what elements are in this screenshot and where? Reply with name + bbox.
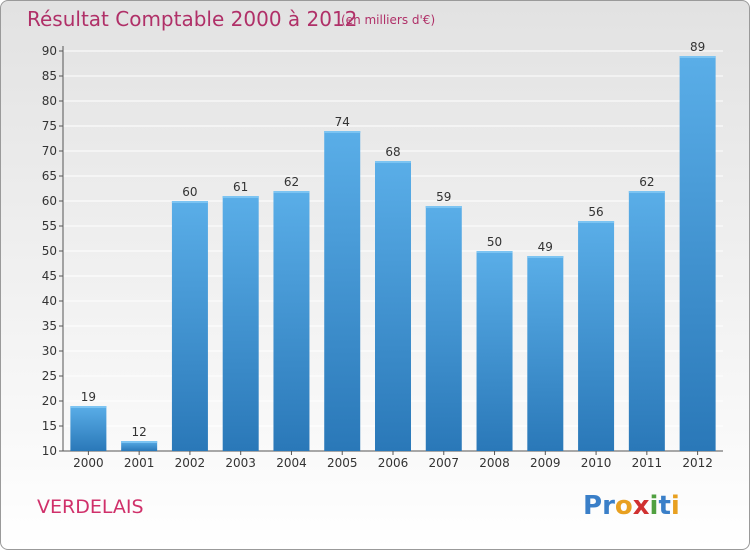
bar-top-edge xyxy=(476,251,513,253)
proxiti-logo: Proxiti xyxy=(583,491,680,521)
bar-2003 xyxy=(222,196,259,451)
logo-letter: P xyxy=(583,491,603,521)
y-tick-label: 90 xyxy=(42,44,57,58)
x-tick-label-2001: 2001 xyxy=(124,456,155,470)
data-label-2009: 49 xyxy=(538,240,553,254)
bar-2002 xyxy=(171,201,208,451)
bar-2009 xyxy=(527,256,564,451)
data-label-2001: 12 xyxy=(132,425,147,439)
y-tick-label: 20 xyxy=(42,394,57,408)
bar-top-edge xyxy=(171,201,208,203)
x-tick-label-2012: 2012 xyxy=(682,456,713,470)
y-tick-label: 60 xyxy=(42,194,57,208)
data-label-2002: 60 xyxy=(182,185,197,199)
y-tick-label: 75 xyxy=(42,119,57,133)
y-tick-label: 25 xyxy=(42,369,57,383)
y-tick-label: 30 xyxy=(42,344,57,358)
chart-title: Résultat Comptable 2000 à 2012 xyxy=(27,7,358,31)
data-label-2007: 59 xyxy=(436,190,451,204)
logo-letter: r xyxy=(602,491,615,521)
x-tick-label-2008: 2008 xyxy=(479,456,510,470)
bar-2005 xyxy=(324,131,361,451)
x-tick-label-2002: 2002 xyxy=(175,456,206,470)
data-label-2000: 19 xyxy=(81,390,96,404)
y-tick-label: 45 xyxy=(42,269,57,283)
bar-2012 xyxy=(679,56,716,451)
bar-2004 xyxy=(273,191,310,451)
bar-top-edge xyxy=(222,196,259,198)
data-label-2006: 68 xyxy=(385,145,400,159)
bar-2000 xyxy=(70,406,107,451)
logo-letter: o xyxy=(614,491,633,521)
y-tick-label: 15 xyxy=(42,419,57,433)
data-label-2004: 62 xyxy=(284,175,299,189)
data-label-2008: 50 xyxy=(487,235,502,249)
bar-top-edge xyxy=(527,256,564,258)
bar-top-edge xyxy=(121,441,158,443)
bar-top-edge xyxy=(273,191,310,193)
bar-top-edge xyxy=(70,406,107,408)
bar-top-edge xyxy=(679,56,716,58)
bar-2006 xyxy=(375,161,411,451)
logo-letter: i xyxy=(649,491,659,521)
y-tick-label: 10 xyxy=(42,444,57,458)
x-tick-label-2003: 2003 xyxy=(225,456,256,470)
x-tick-label-2006: 2006 xyxy=(378,456,409,470)
logo-letter: i xyxy=(670,491,680,521)
x-tick-label-2011: 2011 xyxy=(632,456,663,470)
y-tick-label: 40 xyxy=(42,294,57,308)
x-tick-label-2005: 2005 xyxy=(327,456,358,470)
x-tick-label-2009: 2009 xyxy=(530,456,561,470)
y-tick-label: 85 xyxy=(42,69,57,83)
y-tick-label: 50 xyxy=(42,244,57,258)
data-label-2005: 74 xyxy=(335,115,350,129)
bar-top-edge xyxy=(578,221,615,223)
logo-letter: x xyxy=(632,491,650,521)
y-tick-label: 55 xyxy=(42,219,57,233)
bar-top-edge xyxy=(375,161,411,163)
data-label-2003: 61 xyxy=(233,180,248,194)
bar-top-edge xyxy=(324,131,361,133)
x-tick-label-2000: 2000 xyxy=(73,456,104,470)
x-tick-label-2004: 2004 xyxy=(276,456,307,470)
bar-top-edge xyxy=(628,191,665,193)
y-tick-label: 80 xyxy=(42,94,57,108)
logo-letter: t xyxy=(658,491,671,521)
bar-2001 xyxy=(121,441,158,451)
bar-2007 xyxy=(425,206,462,451)
data-label-2010: 56 xyxy=(588,205,603,219)
bar-2010 xyxy=(578,221,615,451)
x-tick-label-2010: 2010 xyxy=(581,456,612,470)
chart-subtitle: (en milliers d'€) xyxy=(341,13,436,27)
bar-top-edge xyxy=(425,206,462,208)
commune-name: VERDELAIS xyxy=(37,496,144,518)
bar-2008 xyxy=(476,251,513,451)
y-tick-label: 65 xyxy=(42,169,57,183)
data-label-2012: 89 xyxy=(690,40,705,54)
x-tick-label-2007: 2007 xyxy=(428,456,459,470)
y-tick-label: 70 xyxy=(42,144,57,158)
data-label-2011: 62 xyxy=(639,175,654,189)
y-tick-label: 35 xyxy=(42,319,57,333)
bar-2011 xyxy=(628,191,665,451)
